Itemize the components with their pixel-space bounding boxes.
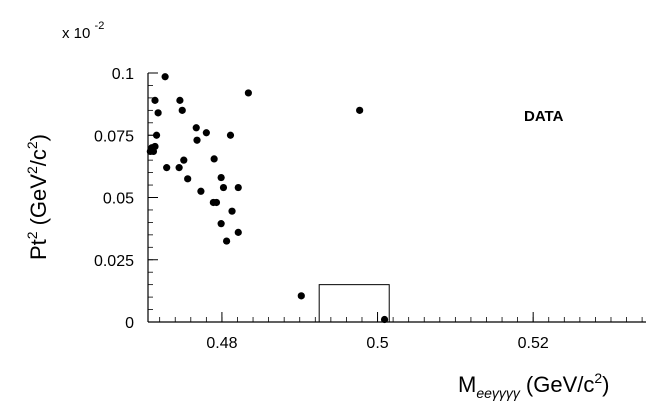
y-scale-exponent: -2 (95, 20, 105, 32)
data-point (234, 183, 242, 192)
y-axis-title-units-sup2: 2 (24, 141, 40, 149)
data-point (151, 96, 159, 104)
x-tick-label: 0.5 (366, 335, 388, 352)
data-point (176, 96, 184, 104)
x-tick-label: 0.48 (206, 335, 237, 352)
data-point (380, 315, 389, 324)
data-point (184, 175, 192, 183)
y-tick-label: 0.025 (94, 253, 134, 270)
data-point (222, 237, 231, 245)
legend-label-data: DATA (524, 108, 564, 125)
y-tick-label: 0 (125, 315, 134, 332)
data-point (163, 164, 171, 172)
x-tick-label: 0.52 (518, 335, 549, 352)
data-point (297, 292, 305, 300)
x-axis-title: Meeγγγγ (GeV/c2) (458, 370, 610, 401)
y-axis-title-units: (GeV (26, 174, 51, 226)
data-point (226, 131, 235, 139)
data-point (180, 156, 188, 164)
data-point (217, 220, 225, 228)
y-tick-label: 0.1 (112, 66, 134, 83)
data-point (356, 106, 364, 114)
data-point (146, 147, 154, 156)
data-point (210, 155, 218, 163)
data-point (202, 129, 210, 137)
y-scale-factor: x 10 -2 (62, 20, 104, 42)
y-tick-label: 0.075 (94, 128, 134, 145)
data-point (212, 198, 221, 207)
y-axis-title-units-mid: /c (26, 149, 51, 166)
data-point (193, 136, 201, 144)
data-point (161, 73, 169, 81)
plot-area: 0 0.025 0.05 0.075 0.1 0.48 0.5 0.52 (94, 66, 646, 352)
data-point (219, 183, 228, 192)
y-axis-title-units-end: ) (26, 134, 51, 141)
y-axis-title: Pt2(GeV2/c2) (24, 134, 51, 260)
x-axis-title-sub: eeγγγγ (476, 385, 521, 401)
data-point (152, 131, 161, 139)
data-point (217, 173, 225, 182)
data-point (178, 106, 186, 114)
data-point (244, 89, 252, 97)
y-axis-title-main: Pt (26, 239, 51, 260)
x-axis-title-units-sup: 2 (594, 370, 602, 386)
x-axis-title-main: M (458, 372, 476, 397)
x-axis-title-units-end: ) (602, 372, 609, 397)
data-point (228, 207, 236, 215)
data-point (234, 228, 242, 236)
data-point (175, 164, 183, 172)
data-point (154, 109, 162, 117)
signal-region-box (318, 284, 390, 323)
y-scale-prefix: x 10 (62, 25, 90, 42)
y-axis-title-units-sup1: 2 (24, 166, 40, 174)
x-axis-title-units: (GeV/c (526, 372, 594, 397)
data-point (192, 124, 200, 132)
data-point (197, 187, 205, 195)
y-tick-label: 0.05 (103, 191, 134, 208)
y-axis-title-sup: 2 (24, 231, 40, 239)
